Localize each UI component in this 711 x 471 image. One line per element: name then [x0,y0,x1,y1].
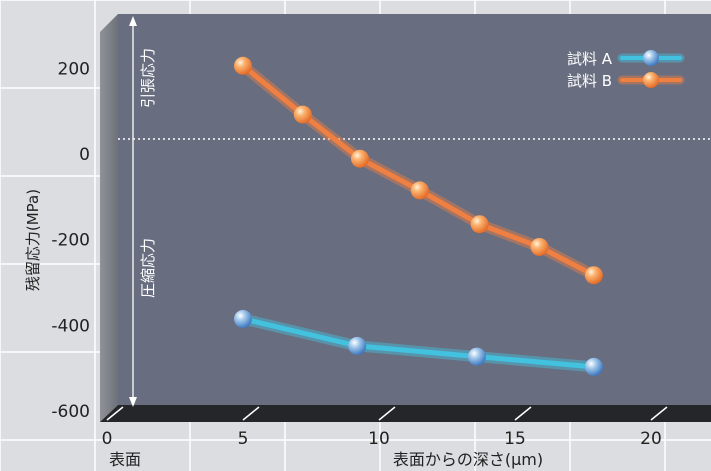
data-point [467,347,486,366]
legend: 試料 A 試料 B [567,50,685,90]
series-layer [234,56,603,376]
data-point [410,181,429,200]
legend-label: 試料 A [567,50,613,68]
series-b [234,56,603,285]
y-tick-label: -200 [51,231,90,251]
x-tick-label: 20 [640,429,662,449]
data-point [348,336,367,355]
floor-tick [242,406,260,421]
y-tick-label: 200 [58,59,90,79]
x-tick-label: 0 [102,429,113,449]
plot-area [118,14,711,405]
arrow-head-up [129,16,137,26]
data-point [470,215,489,234]
compression-label: 圧縮応力 [139,238,157,298]
legend-swatch-marker [643,50,659,66]
y-tick-labels: 200 0 -200 -400 -600 [51,59,90,422]
x-origin-label: 表面 [109,450,141,469]
y-tick-label: -400 [51,316,90,336]
data-point [234,309,252,328]
floor-ticks [106,406,668,421]
floor-tick [514,406,532,421]
arrow-head-down [129,397,137,407]
floor-tick [106,406,124,421]
legend-swatch-marker [643,72,659,88]
y-axis-label: 残留応力(MPa) [24,189,42,291]
data-point [234,56,252,75]
x-tick-label: 15 [504,429,526,449]
y-tick-label: -600 [51,402,90,422]
floor [100,405,711,422]
side-wall [100,14,118,422]
x-tick-labels: 0 5 10 15 20 [102,429,662,449]
floor-tick [650,406,668,421]
tension-label: 引張応力 [139,48,157,108]
data-point [293,105,312,124]
x-tick-label: 10 [368,429,390,449]
x-axis-label: 表面からの深さ(μm) [393,450,543,469]
data-point [530,237,549,256]
data-point [350,149,369,168]
x-tick-label: 5 [238,429,249,449]
floor-tick [378,406,396,421]
stress-region-arrow [129,16,137,407]
legend-item-a: 試料 A [567,50,685,68]
series-line [240,316,597,370]
legend-item-b: 試料 B [567,72,685,90]
data-point [584,357,603,376]
y-tick-label: 0 [79,145,90,165]
legend-label: 試料 B [567,72,612,90]
series-a [234,309,603,376]
data-point [584,266,603,285]
